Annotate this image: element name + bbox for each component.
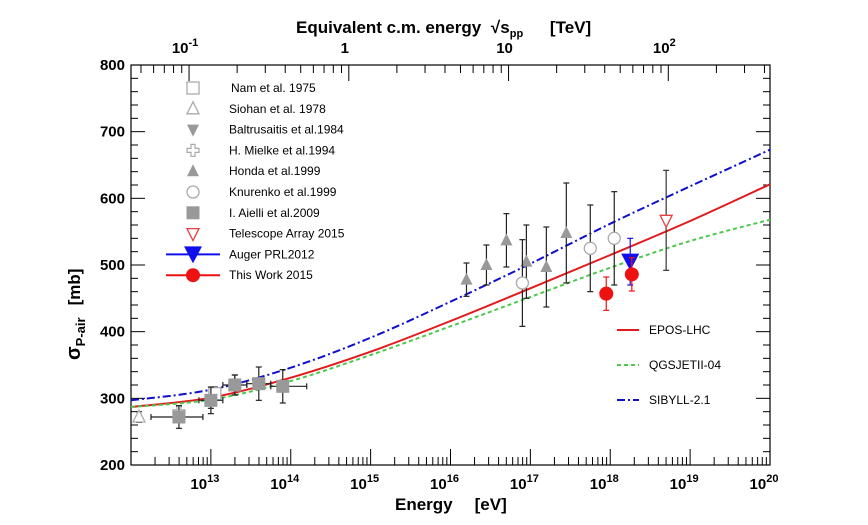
model-legend-item-sibyll-2.1: SIBYLL-2.1 <box>617 393 711 407</box>
y-tick-label: 400 <box>100 324 125 341</box>
model-curve-epos-lhc <box>130 183 771 408</box>
legend-marker-knurenko <box>186 185 200 199</box>
x-tick-label: 1015 <box>350 473 379 493</box>
model-legend-label: QGSJETII-04 <box>649 358 721 372</box>
y-tick-label: 800 <box>100 57 125 74</box>
legend-marker-siohan <box>185 100 201 115</box>
legend-item-auger: Auger PRL2012 <box>166 246 315 264</box>
model-legend-item-epos-lhc: EPOS-LHC <box>617 323 711 337</box>
legend-label-honda: Honda et al.1999 <box>229 164 321 178</box>
marker-honda <box>560 226 573 238</box>
legend-label-aielli: I. Aielli et al.2009 <box>229 206 320 220</box>
x-tick-label: 1014 <box>270 473 300 493</box>
top-axis-title: Equivalent c.m. energy √spp [TeV] <box>296 18 591 41</box>
marker-honda <box>460 272 473 285</box>
marker-aielli <box>228 378 242 392</box>
marker-knurenko <box>583 241 597 255</box>
y-tick-label: 300 <box>100 390 125 407</box>
model-curves <box>130 148 771 408</box>
legend-item-ta: Telescope Array 2015 <box>185 227 345 243</box>
marker-aielli <box>172 410 186 424</box>
legend-marker-baltrusaitis <box>187 124 199 137</box>
legend-item-this: This Work 2015 <box>166 268 313 283</box>
data-points <box>131 169 674 429</box>
legend-label-ta: Telescope Array 2015 <box>229 227 345 241</box>
y-tick-label: 200 <box>100 457 125 474</box>
legend-label-knurenko: Knurenko et al.1999 <box>229 185 337 199</box>
legend-marker-nam <box>186 81 200 95</box>
legend-item-honda: Honda et al.1999 <box>187 164 321 178</box>
legend-label-nam: Nam et al. 1975 <box>231 81 316 95</box>
top-tick-label: 10 <box>496 40 513 57</box>
x-tick-label: 1017 <box>510 473 539 493</box>
top-tick-label: 1 <box>341 40 349 57</box>
legend: Nam et al. 1975 Siohan et al. 1978 Baltrus… <box>166 81 345 283</box>
marker-honda <box>480 258 493 270</box>
model-legend-label: EPOS-LHC <box>649 323 711 337</box>
top-tick-label: 102 <box>653 37 676 57</box>
legend-marker-aielli <box>186 206 200 220</box>
marker-aielli <box>252 377 266 391</box>
marker-honda <box>540 260 553 272</box>
y-tick-label: 500 <box>100 257 125 274</box>
legend-item-mielke: H. Mielke et al.1994 <box>186 143 335 157</box>
y-tick-label: 600 <box>100 190 125 207</box>
legend-item-baltrusaitis: Baltrusaitis et al.1984 <box>187 123 344 137</box>
marker-this <box>599 286 614 301</box>
legend-item-aielli: I. Aielli et al.2009 <box>186 206 320 220</box>
legend-item-siohan: Siohan et al. 1978 <box>185 100 326 116</box>
legend-label-this: This Work 2015 <box>229 268 313 282</box>
legend-marker-ta <box>185 227 201 243</box>
y-axis-title: σP-air[mb] <box>63 269 88 360</box>
marker-aielli <box>204 393 218 407</box>
model-legend-item-qgsjetii-04: QGSJETII-04 <box>617 358 721 372</box>
marker-ta <box>659 214 674 229</box>
legend-marker-auger <box>184 246 202 264</box>
model-curve-qgsjetii-04 <box>130 218 771 408</box>
model-legend-label: SIBYLL-2.1 <box>649 393 711 407</box>
top-tick-label: 10-1 <box>172 37 198 57</box>
legend-label-mielke: H. Mielke et al.1994 <box>229 143 335 157</box>
marker-honda <box>500 233 513 246</box>
x-tick-label: 1019 <box>670 473 699 493</box>
legend-item-knurenko: Knurenko et al.1999 <box>186 185 337 199</box>
x-tick-label: 1013 <box>190 473 219 493</box>
legend-marker-mielke <box>186 143 200 157</box>
legend-marker-honda <box>187 164 199 177</box>
legend-marker-this <box>186 268 200 283</box>
marker-siohan <box>131 408 147 423</box>
legend-item-nam: Nam et al. 1975 <box>186 81 316 95</box>
marker-honda <box>520 254 533 267</box>
x-tick-label: 1016 <box>430 473 459 493</box>
legend-label-auger: Auger PRL2012 <box>229 247 315 261</box>
y-tick-label: 700 <box>100 124 125 141</box>
marker-knurenko <box>607 231 621 245</box>
model-curve-sibyll-2.1 <box>130 148 771 402</box>
legend-label-siohan: Siohan et al. 1978 <box>229 102 326 116</box>
marker-knurenko <box>515 276 530 290</box>
x-axis-title: Energy [eV] <box>395 495 507 514</box>
x-tick-label: 1020 <box>750 473 779 493</box>
marker-this <box>624 267 639 282</box>
model-legend: EPOS-LHC QGSJETII-04 SIBYLL-2.1 <box>617 323 721 407</box>
marker-aielli <box>276 379 290 393</box>
legend-label-baltrusaitis: Baltrusaitis et al.1984 <box>229 123 344 137</box>
x-tick-label: 1018 <box>590 473 619 493</box>
